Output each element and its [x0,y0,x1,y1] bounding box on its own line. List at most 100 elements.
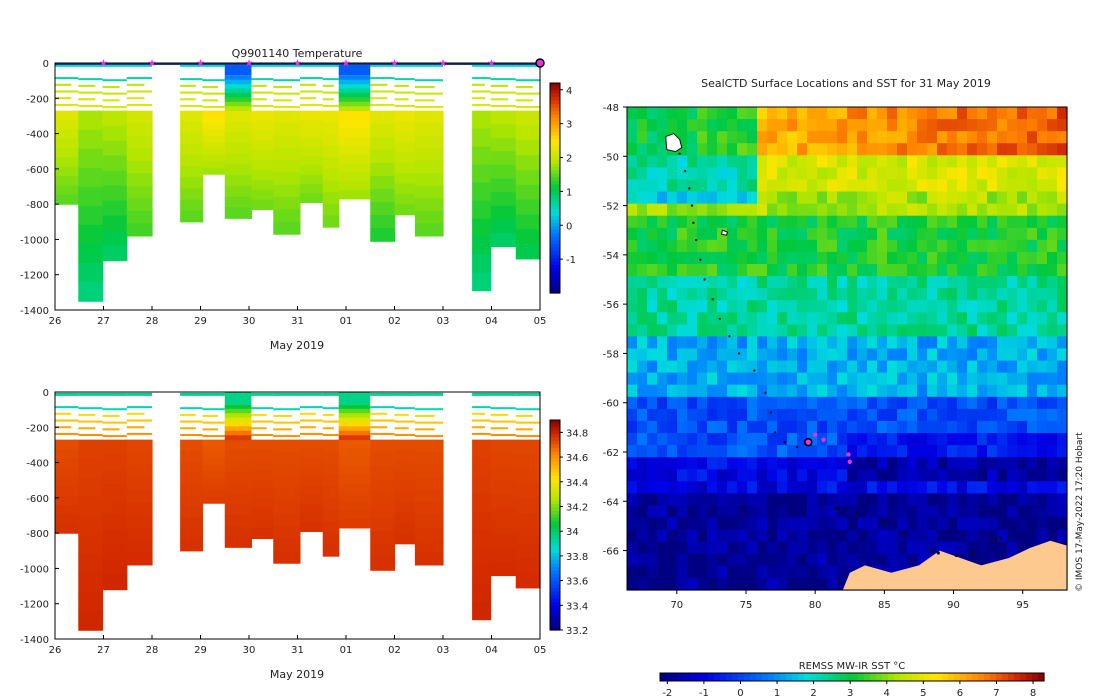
sst-cell [777,396,788,410]
sst-cell [887,360,898,374]
sst-cell [687,517,698,531]
sst-cell [667,288,678,301]
sst-cell [917,215,928,229]
sst-cell [927,312,938,325]
sst-cell [877,107,888,120]
sst-cell [877,288,888,301]
surface-cell [126,63,152,67]
sst-cell [737,288,748,301]
sst-cell [887,107,898,120]
sst-cell [967,239,978,253]
sst-cell [897,179,908,193]
profile-cell [180,472,204,485]
map-colorbar-cell [978,673,985,681]
sst-cell [957,360,968,374]
sst-cell [967,312,978,325]
sst-cell [667,155,678,168]
map-colorbar-cell [972,673,979,681]
sst-cell [977,227,988,241]
sst-cell [677,493,688,507]
sst-cell [957,312,968,325]
sst-cell [897,372,908,386]
profile-cell [202,155,226,163]
colorbar-cell [550,191,560,196]
profile-cell [299,138,324,148]
sst-cell [1057,360,1068,374]
sst-cell [787,131,798,144]
colorbar-cell [550,451,560,456]
surface-cell [472,63,491,67]
sst-cell [997,517,1008,531]
sst-cell [657,360,668,374]
map-colorbar-cell [1020,673,1027,681]
sst-cell [747,227,758,241]
profile-cell [490,480,517,495]
profile-cell [322,110,340,123]
sst-cell [687,372,698,386]
map-colorbar-cell [678,673,685,681]
colorbar-cell [550,521,560,526]
sst-cell [807,300,818,313]
profile-cell [370,136,396,151]
sst-cell [807,191,818,205]
colorbar-cell [550,476,560,481]
sst-cell [1017,433,1028,446]
sst-cell [997,300,1008,313]
colorbar-cell [550,230,560,235]
map-y-tick-label: -60 [603,399,619,410]
sst-cell [977,396,988,410]
sst-cell [847,191,858,205]
sst-cell [767,300,778,313]
map-colorbar-cell [822,673,829,681]
sst-cell [737,360,748,374]
profile-cell [251,518,274,530]
sst-cell [677,191,688,205]
sst-cell [927,481,938,494]
sst-cell [807,433,818,446]
sst-cell [637,420,648,434]
sst-cell [707,577,718,591]
sst-cell [857,541,868,555]
sst-cell [747,457,758,470]
profile-cell [202,484,226,492]
sst-cell [707,251,718,265]
sst-cell [857,179,868,193]
sst-cell [1057,529,1068,543]
map-colorbar-cell [894,673,901,681]
sst-cell [1007,372,1018,386]
profile-cell [55,194,79,205]
profile-cell [322,203,340,217]
x-tick-label: 02 [388,316,401,327]
profile-cell [126,210,153,224]
sst-cell [857,155,868,168]
profile-cell [394,162,416,174]
sst-cell [837,433,848,446]
sst-cell [1027,396,1038,410]
sst-cell [1007,191,1018,205]
profile-cell [414,185,444,199]
sst-cell [1057,203,1068,217]
sst-cell [1027,336,1038,350]
sst-cell [917,469,928,482]
sst-cell [697,408,708,422]
profile-cell [299,165,324,176]
sst-cell [1027,131,1038,144]
sst-cell [877,408,888,422]
sst-cell [697,505,708,519]
profile-cell [78,439,104,460]
sst-cell [867,239,878,253]
sst-cell [867,481,878,494]
sst-cell [1037,191,1048,205]
sst-cell [1017,517,1028,531]
profile-cell [370,215,396,229]
sst-cell [627,288,638,301]
sst-cell [757,239,768,253]
sst-cell [757,203,768,217]
sst-cell [717,541,728,555]
sst-cell [677,276,688,289]
sst-cell [707,445,718,458]
sst-cell [867,312,878,325]
sst-cell [987,445,998,458]
sst-cell [657,469,668,482]
sst-cell [677,433,688,446]
